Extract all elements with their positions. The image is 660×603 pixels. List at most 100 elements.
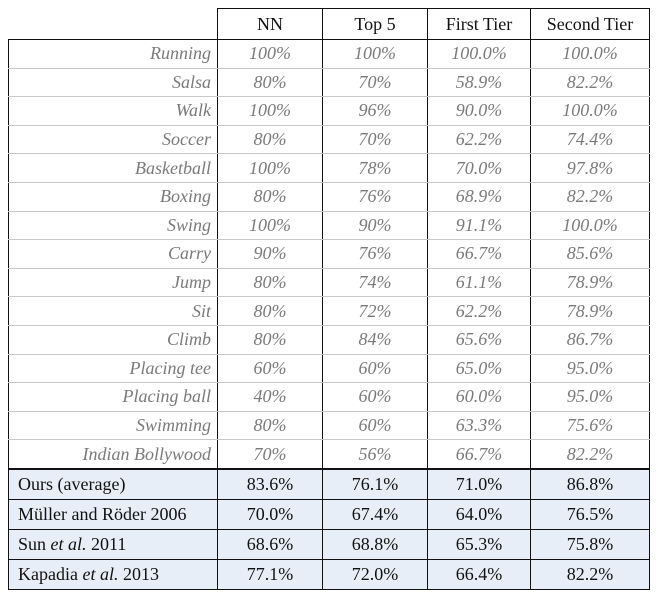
cell-value: 63.3% [427, 410, 531, 441]
summary-row: Kapadia et al. 2013 77.1% 72.0% 66.4% 82.2% [8, 558, 650, 590]
action-label: Indian Bollywood [8, 439, 218, 470]
method-label: Müller and Röder 2006 [8, 498, 218, 530]
summary-row: Ours (average) 83.6% 76.1% 71.0% 86.8% [8, 467, 650, 500]
method-etal: et al. [82, 563, 119, 584]
cell-value: 86.8% [530, 467, 650, 500]
cell-value: 61.1% [427, 267, 531, 298]
action-label: Swimming [8, 410, 218, 441]
action-label: Running [8, 39, 218, 69]
cell-value: 76.5% [530, 498, 650, 530]
method-name: Ours (average) [18, 473, 126, 494]
action-label: Placing tee [8, 353, 218, 384]
action-label: Carry [8, 239, 218, 269]
cell-value: 80% [217, 296, 323, 326]
cell-value: 76% [322, 239, 428, 269]
cell-value: 72% [322, 296, 428, 326]
cell-value: 96% [322, 96, 428, 126]
action-label: Basketball [8, 153, 218, 183]
cell-value: 65.6% [427, 324, 531, 355]
table-row: Jump 80% 74% 61.1% 78.9% [8, 267, 650, 298]
table-row: Swing 100% 90% 91.1% 100.0% [8, 210, 650, 241]
cell-value: 77.1% [217, 558, 323, 590]
table-row: Walk 100% 96% 90.0% 100.0% [8, 96, 650, 126]
header-nn: NN [217, 8, 323, 40]
cell-value: 86.7% [530, 324, 650, 355]
cell-value: 64.0% [427, 498, 531, 530]
cell-value: 78.9% [530, 267, 650, 298]
action-label: Salsa [8, 67, 218, 98]
cell-value: 40% [217, 382, 323, 412]
action-rows: Running 100% 100% 100.0% 100.0% Salsa 80% 70% 58… [8, 39, 650, 470]
cell-value: 75.8% [530, 528, 650, 560]
method-name: Sun [18, 533, 51, 554]
cell-value: 60% [322, 353, 428, 384]
table-row: Soccer 80% 70% 62.2% 74.4% [8, 124, 650, 155]
method-label: Kapadia et al. 2013 [8, 558, 218, 590]
cell-value: 74% [322, 267, 428, 298]
method-name: Müller and Röder 2006 [18, 503, 187, 524]
method-label: Sun et al. 2011 [8, 528, 218, 560]
summary-row: Müller and Röder 2006 70.0% 67.4% 64.0% 76.5… [8, 498, 650, 530]
cell-value: 60% [322, 410, 428, 441]
cell-value: 90% [322, 210, 428, 241]
cell-value: 91.1% [427, 210, 531, 241]
cell-value: 80% [217, 410, 323, 441]
action-label: Soccer [8, 124, 218, 155]
cell-value: 60% [322, 382, 428, 412]
header-corner [8, 8, 218, 40]
cell-value: 68.8% [322, 528, 428, 560]
table-row: Salsa 80% 70% 58.9% 82.2% [8, 67, 650, 98]
cell-value: 60% [217, 353, 323, 384]
table-row: Carry 90% 76% 66.7% 85.6% [8, 239, 650, 269]
table-row: Indian Bollywood 70% 56% 66.7% 82.2% [8, 439, 650, 470]
cell-value: 95.0% [530, 353, 650, 384]
cell-value: 82.2% [530, 181, 650, 212]
summary-row: Sun et al. 2011 68.6% 68.8% 65.3% 75.8% [8, 528, 650, 560]
cell-value: 82.2% [530, 439, 650, 470]
method-etal: et al. [50, 533, 87, 554]
cell-value: 80% [217, 324, 323, 355]
cell-value: 70% [322, 67, 428, 98]
cell-value: 100% [217, 39, 323, 69]
method-name: Kapadia [18, 563, 83, 584]
action-label: Walk [8, 96, 218, 126]
table-row: Sit 80% 72% 62.2% 78.9% [8, 296, 650, 326]
cell-value: 66.7% [427, 439, 531, 470]
table-row: Boxing 80% 76% 68.9% 82.2% [8, 181, 650, 212]
header-second-tier: Second Tier [530, 8, 650, 40]
header-top5: Top 5 [322, 8, 428, 40]
action-label: Climb [8, 324, 218, 355]
cell-value: 90% [217, 239, 323, 269]
cell-value: 60.0% [427, 382, 531, 412]
action-label: Boxing [8, 181, 218, 212]
method-label: Ours (average) [8, 467, 218, 500]
action-label: Placing ball [8, 382, 218, 412]
action-label: Sit [8, 296, 218, 326]
cell-value: 74.4% [530, 124, 650, 155]
cell-value: 68.9% [427, 181, 531, 212]
cell-value: 66.7% [427, 239, 531, 269]
cell-value: 90.0% [427, 96, 531, 126]
cell-value: 70% [217, 439, 323, 470]
cell-value: 100.0% [530, 210, 650, 241]
cell-value: 100% [322, 39, 428, 69]
table-row: Basketball 100% 78% 70.0% 97.8% [8, 153, 650, 183]
cell-value: 100.0% [530, 39, 650, 69]
cell-value: 82.2% [530, 558, 650, 590]
cell-value: 65.3% [427, 528, 531, 560]
cell-value: 95.0% [530, 382, 650, 412]
cell-value: 70.0% [217, 498, 323, 530]
cell-value: 84% [322, 324, 428, 355]
cell-value: 65.0% [427, 353, 531, 384]
cell-value: 100% [217, 210, 323, 241]
method-year: 2011 [86, 533, 127, 554]
method-year: 2013 [118, 563, 159, 584]
cell-value: 67.4% [322, 498, 428, 530]
cell-value: 71.0% [427, 467, 531, 500]
cell-value: 76% [322, 181, 428, 212]
cell-value: 97.8% [530, 153, 650, 183]
cell-value: 100% [217, 153, 323, 183]
cell-value: 76.1% [322, 467, 428, 500]
cell-value: 66.4% [427, 558, 531, 590]
